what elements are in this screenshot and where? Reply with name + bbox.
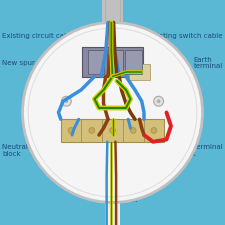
Circle shape <box>157 99 160 103</box>
Bar <box>102 0 123 22</box>
Bar <box>129 64 150 80</box>
Circle shape <box>68 128 74 133</box>
Bar <box>125 50 142 74</box>
Circle shape <box>22 22 202 202</box>
Circle shape <box>89 128 95 133</box>
Circle shape <box>61 96 71 106</box>
Circle shape <box>110 128 115 133</box>
Circle shape <box>151 128 157 133</box>
Text: Existing circuit cable: Existing circuit cable <box>2 33 81 45</box>
Text: Live terminal
block: Live terminal block <box>151 132 223 157</box>
Text: Earth
terminal: Earth terminal <box>151 56 223 70</box>
Circle shape <box>130 128 136 133</box>
Circle shape <box>65 99 68 103</box>
Bar <box>106 50 123 74</box>
Text: Flex: Flex <box>115 186 138 203</box>
Circle shape <box>154 96 164 106</box>
Text: Existing switch cable: Existing switch cable <box>138 33 223 45</box>
Bar <box>82 47 143 76</box>
Text: Neutral terminal
block: Neutral terminal block <box>2 132 65 157</box>
Bar <box>105 176 120 225</box>
Text: New spur cable: New spur cable <box>2 60 63 68</box>
Bar <box>61 119 164 142</box>
Bar <box>88 50 104 74</box>
